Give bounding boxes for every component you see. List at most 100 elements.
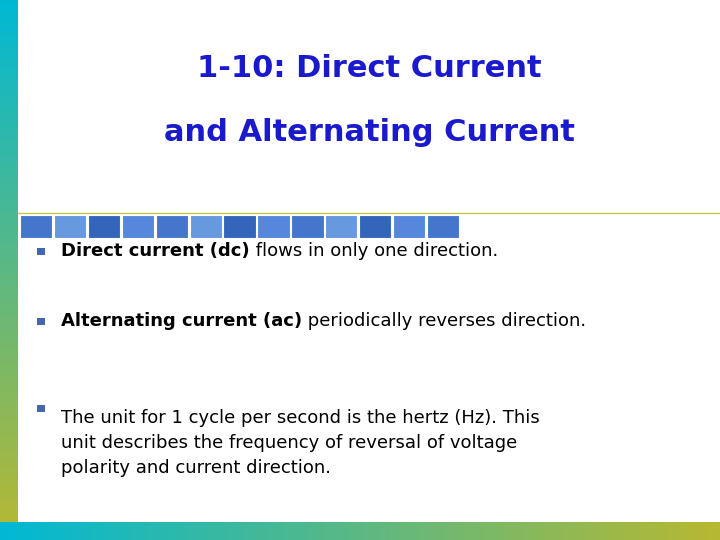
Bar — [0, 232, 18, 235]
Bar — [0, 51, 18, 54]
Bar — [0, 348, 18, 351]
Bar — [306, 522, 310, 540]
Bar — [0, 170, 18, 173]
Bar — [540, 522, 544, 540]
Bar — [37, 406, 45, 413]
Bar — [0, 40, 18, 43]
Bar — [11, 522, 14, 540]
Bar — [230, 522, 234, 540]
Bar — [0, 132, 18, 135]
Bar — [162, 522, 166, 540]
Bar — [0, 49, 18, 51]
Bar — [0, 105, 18, 108]
Bar — [468, 522, 472, 540]
Bar — [245, 522, 248, 540]
Bar — [0, 186, 18, 189]
Text: periodically reverses direction.: periodically reverses direction. — [302, 312, 587, 330]
Bar — [32, 522, 36, 540]
Bar — [241, 522, 245, 540]
Bar — [22, 522, 25, 540]
Bar — [302, 522, 306, 540]
Bar — [158, 522, 162, 540]
Bar — [0, 518, 18, 521]
Bar — [421, 522, 425, 540]
Bar — [299, 522, 302, 540]
Bar — [594, 522, 598, 540]
Bar — [688, 522, 691, 540]
Bar — [0, 370, 18, 373]
Bar — [0, 424, 18, 427]
Bar — [475, 522, 479, 540]
Bar — [0, 300, 18, 302]
Bar — [605, 522, 608, 540]
Bar — [666, 522, 670, 540]
Bar — [252, 522, 256, 540]
Bar — [18, 522, 22, 540]
Bar — [0, 138, 18, 140]
Bar — [0, 275, 18, 278]
Bar — [0, 197, 18, 200]
Bar — [0, 38, 18, 40]
Bar — [295, 522, 299, 540]
Bar — [270, 522, 274, 540]
Bar — [29, 522, 32, 540]
Bar — [0, 57, 18, 59]
Bar — [0, 246, 18, 248]
Bar — [0, 0, 18, 3]
Bar — [68, 522, 72, 540]
Bar — [0, 140, 18, 143]
Bar — [479, 522, 482, 540]
Bar — [691, 522, 695, 540]
Bar — [0, 46, 18, 49]
Bar — [0, 491, 18, 494]
Bar — [0, 73, 18, 76]
Bar — [432, 522, 436, 540]
Bar — [0, 167, 18, 170]
Bar — [104, 522, 108, 540]
Bar — [0, 119, 18, 122]
Bar — [0, 5, 18, 8]
Bar — [133, 522, 137, 540]
Bar — [0, 308, 18, 310]
Bar — [0, 113, 18, 116]
Bar — [436, 522, 439, 540]
Bar — [533, 522, 536, 540]
Bar — [0, 89, 18, 92]
Bar — [547, 522, 551, 540]
Bar — [709, 522, 713, 540]
Bar — [259, 522, 263, 540]
Bar — [400, 522, 403, 540]
Bar — [0, 429, 18, 432]
Bar — [122, 522, 126, 540]
Bar — [274, 522, 277, 540]
Bar — [374, 522, 378, 540]
Bar — [0, 521, 18, 524]
Bar — [389, 522, 392, 540]
Bar — [83, 522, 86, 540]
Bar — [554, 522, 558, 540]
Bar — [0, 381, 18, 383]
Text: Alternating current (ac): Alternating current (ac) — [61, 312, 302, 330]
Bar — [0, 284, 18, 286]
Bar — [0, 535, 18, 537]
Text: and Alternating Current: and Alternating Current — [163, 118, 575, 147]
Bar — [0, 192, 18, 194]
Bar — [0, 146, 18, 148]
Bar — [0, 16, 18, 19]
Bar — [0, 489, 18, 491]
Bar — [551, 522, 554, 540]
Bar — [0, 516, 18, 518]
Bar — [0, 446, 18, 448]
Bar — [151, 522, 155, 540]
Bar — [536, 522, 540, 540]
Bar — [36, 522, 40, 540]
Bar — [0, 81, 18, 84]
Bar — [0, 340, 18, 343]
Bar — [0, 537, 18, 540]
Bar — [616, 522, 619, 540]
Bar — [0, 262, 18, 265]
Bar — [472, 522, 475, 540]
Bar — [144, 522, 148, 540]
Bar — [601, 522, 605, 540]
Bar — [684, 522, 688, 540]
